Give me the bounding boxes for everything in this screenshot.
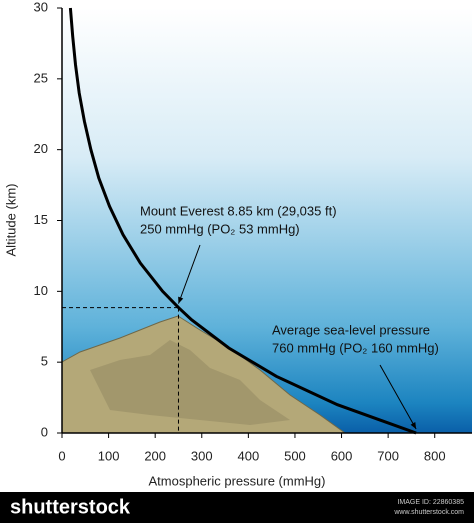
annotation-text: Average sea-level pressure — [272, 322, 430, 337]
x-axis-title: Atmospheric pressure (mmHg) — [149, 473, 326, 488]
x-tick-label: 400 — [238, 448, 260, 463]
x-tick-label: 500 — [284, 448, 306, 463]
y-tick-label: 10 — [34, 283, 48, 298]
footer-site: www.shutterstock.com — [393, 509, 464, 516]
y-tick-label: 20 — [34, 141, 48, 156]
y-tick-label: 30 — [34, 0, 48, 14]
x-tick-label: 800 — [424, 448, 446, 463]
x-tick-label: 0 — [58, 448, 65, 463]
y-tick-label: 15 — [34, 212, 48, 227]
footer-id: IMAGE ID: 22860385 — [397, 499, 464, 506]
annotation-text: Mount Everest 8.85 km (29,035 ft) — [140, 203, 337, 218]
y-tick-label: 5 — [41, 354, 48, 369]
annotation-text: 250 mmHg (PO₂ 53 mmHg) — [140, 221, 300, 236]
annotation-text: 760 mmHg (PO₂ 160 mmHg) — [272, 340, 439, 355]
footer-brand: shutterstock — [10, 496, 131, 518]
x-tick-label: 300 — [191, 448, 213, 463]
arrow-head — [178, 296, 184, 304]
annotation-arrow — [379, 364, 417, 430]
x-tick-label: 100 — [98, 448, 120, 463]
footer-bar — [0, 492, 474, 523]
y-tick-label: 0 — [41, 424, 48, 439]
x-tick-label: 700 — [377, 448, 399, 463]
x-tick-label: 600 — [331, 448, 353, 463]
y-tick-label: 25 — [34, 70, 48, 85]
arrow-head — [410, 422, 417, 429]
curve — [68, 7, 417, 435]
x-tick-label: 200 — [144, 448, 166, 463]
y-axis-title: Altitude (km) — [3, 184, 18, 257]
annotation-arrow — [178, 244, 201, 304]
mountain-shade — [90, 340, 290, 425]
